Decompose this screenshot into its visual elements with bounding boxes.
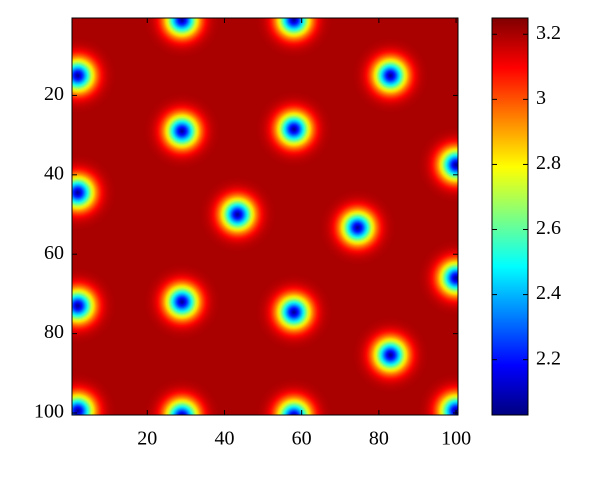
spot [72, 152, 118, 233]
spot [142, 261, 223, 342]
colorbar-tick-label: 3.2 [536, 22, 561, 44]
spot [253, 89, 334, 170]
x-tick-label: 40 [214, 428, 234, 450]
colorbar-tick-label: 3 [536, 87, 546, 109]
spot [72, 265, 118, 346]
spot [416, 238, 458, 319]
y-tick-label: 40 [44, 162, 64, 184]
spot [72, 35, 118, 116]
plot-frame [71, 17, 459, 416]
spot [253, 18, 334, 60]
colorbar-tick-label: 2.6 [536, 217, 561, 239]
spot [142, 91, 223, 172]
x-tick-label: 100 [441, 428, 471, 450]
spot [317, 187, 398, 268]
y-tick-label: 100 [34, 401, 64, 423]
colorbar-tick-label: 2.8 [536, 152, 561, 174]
x-tick-label: 80 [369, 428, 389, 450]
spot [142, 18, 222, 60]
colorbar-tick-label: 2.2 [536, 347, 561, 369]
spot [253, 272, 334, 353]
spot [350, 35, 431, 116]
colorbar [491, 17, 529, 416]
heatmap [72, 18, 458, 415]
spot [253, 376, 334, 415]
x-tick-label: 60 [292, 428, 312, 450]
spot [416, 124, 458, 205]
spot [350, 315, 431, 396]
x-tick-label: 20 [137, 428, 157, 450]
y-tick-label: 20 [44, 83, 64, 105]
spot [197, 174, 278, 255]
y-tick-label: 60 [44, 242, 64, 264]
spot [416, 371, 458, 415]
y-tick-label: 80 [44, 321, 64, 343]
spot [142, 376, 222, 415]
colorbar-tick-label: 2.4 [536, 282, 561, 304]
spot [72, 371, 118, 415]
